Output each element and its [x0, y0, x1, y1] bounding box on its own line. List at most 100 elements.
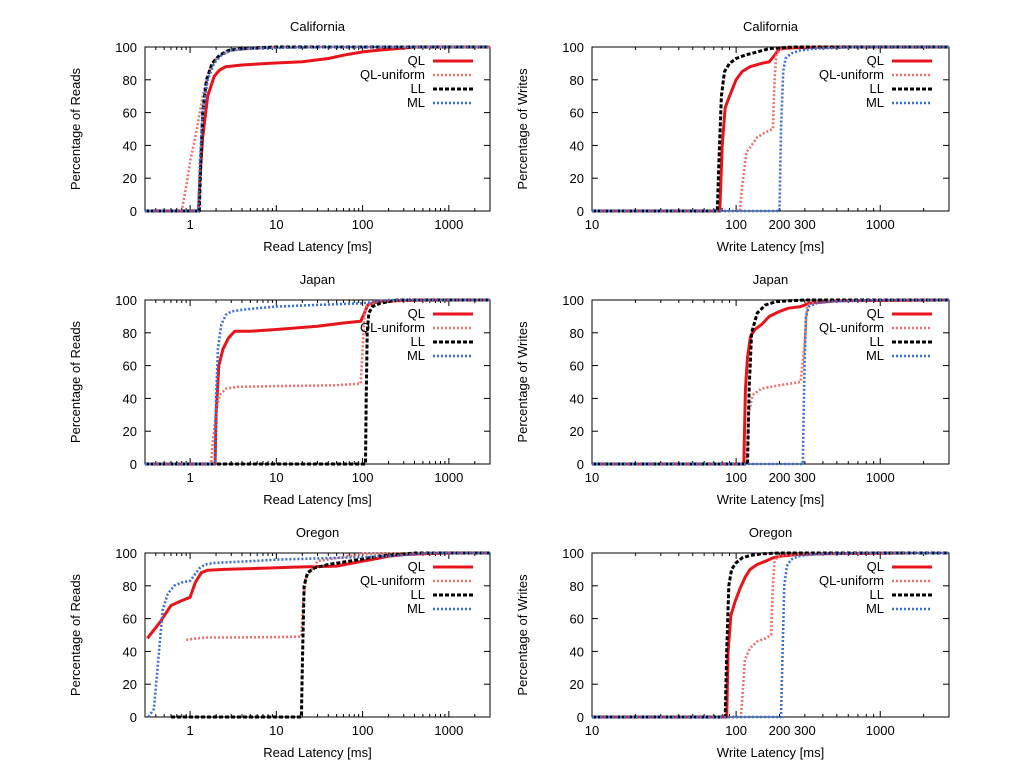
- y-tick-label: 40: [123, 644, 137, 659]
- x-tick-label: 300: [794, 723, 816, 738]
- series-line-ml: [592, 298, 949, 466]
- y-tick-label: 60: [123, 106, 137, 121]
- series-line-ll: [592, 298, 949, 466]
- legend-label: LL: [870, 334, 884, 349]
- y-axis-label: Percentage of Reads: [68, 573, 83, 696]
- series-group: [592, 551, 949, 719]
- legend-label: ML: [866, 95, 884, 110]
- y-tick-label: 20: [570, 424, 584, 439]
- y-tick-label: 40: [570, 391, 584, 406]
- series-line-ml: [592, 45, 949, 213]
- chart-title: Oregon: [296, 525, 339, 540]
- legend-label: QL-uniform: [819, 573, 884, 588]
- y-tick-label: 40: [123, 138, 137, 153]
- y-tick-label: 100: [562, 293, 584, 308]
- y-tick-label: 0: [577, 457, 584, 472]
- y-tick-label: 0: [130, 710, 137, 725]
- x-tick-label: 1000: [434, 470, 463, 485]
- legend-label: LL: [411, 587, 425, 602]
- legend-label: LL: [411, 81, 425, 96]
- legend-label: QL: [408, 559, 425, 574]
- series-group: [145, 298, 490, 466]
- y-tick-label: 80: [123, 73, 137, 88]
- y-axis-label: Percentage of Reads: [68, 67, 83, 190]
- y-tick-label: 40: [570, 644, 584, 659]
- series-line-ql-uniform: [592, 298, 949, 466]
- x-axis-label: Write Latency [ms]: [717, 745, 824, 760]
- legend-label: LL: [870, 587, 884, 602]
- x-axis-label: Write Latency [ms]: [717, 492, 824, 507]
- y-tick-label: 100: [115, 293, 137, 308]
- plot-frame: [144, 299, 491, 465]
- x-tick-label: 1: [186, 217, 193, 232]
- series-line-ml: [145, 298, 490, 466]
- y-tick-label: 80: [570, 326, 584, 341]
- x-tick-label: 1000: [866, 217, 895, 232]
- y-tick-label: 20: [570, 171, 584, 186]
- chart-panel-4: Japan 0 20 40 60 80 100 10 100 200 300 1000 Write La…: [515, 272, 950, 507]
- series-line-ml: [145, 45, 490, 213]
- y-tick-label: 0: [130, 204, 137, 219]
- x-tick-label: 1000: [866, 723, 895, 738]
- y-tick-label: 20: [123, 424, 137, 439]
- x-tick-label: 300: [794, 217, 816, 232]
- y-tick-label: 80: [123, 326, 137, 341]
- x-tick-label: 100: [352, 723, 374, 738]
- x-tick-label: 1: [186, 723, 193, 738]
- chart-panel-1: California 0 20 40 60 80 100 1 10 100 1000 Read Lat…: [68, 19, 491, 254]
- series-group: [145, 45, 490, 213]
- series-group: [592, 298, 949, 466]
- series-line-ql-uniform: [592, 551, 949, 719]
- series-line-ql-uniform: [145, 298, 490, 466]
- series-line-ql-uniform: [592, 45, 949, 213]
- y-tick-label: 20: [123, 677, 137, 692]
- chart-title: California: [743, 19, 799, 34]
- y-tick-label: 20: [123, 171, 137, 186]
- x-axis-label: Read Latency [ms]: [263, 745, 371, 760]
- y-tick-label: 100: [562, 546, 584, 561]
- series-line-ll: [171, 551, 490, 719]
- plot-frame: [591, 46, 950, 212]
- y-tick-label: 60: [570, 106, 584, 121]
- series-line-ll: [145, 298, 490, 466]
- legend-label: QL-uniform: [819, 67, 884, 82]
- y-tick-label: 80: [123, 579, 137, 594]
- x-tick-label: 1: [186, 470, 193, 485]
- legend-label: QL-uniform: [819, 320, 884, 335]
- legend-label: QL-uniform: [360, 320, 425, 335]
- chart-title: Japan: [300, 272, 335, 287]
- legend-label: LL: [870, 81, 884, 96]
- x-tick-label: 10: [585, 470, 599, 485]
- plot-frame: [591, 299, 950, 465]
- y-tick-label: 60: [123, 612, 137, 627]
- chart-title: Japan: [753, 272, 788, 287]
- chart-panel-3: Japan 0 20 40 60 80 100 1 10 100 1000 Read Latency …: [68, 272, 491, 507]
- chart-title: Oregon: [749, 525, 792, 540]
- x-tick-label: 100: [352, 217, 374, 232]
- x-tick-label: 200: [769, 723, 791, 738]
- x-tick-label: 10: [269, 723, 283, 738]
- series-group: [146, 551, 490, 719]
- y-tick-label: 0: [577, 710, 584, 725]
- legend-label: ML: [407, 601, 425, 616]
- legend-label: QL: [867, 53, 884, 68]
- plot-frame: [591, 552, 950, 718]
- y-tick-label: 0: [577, 204, 584, 219]
- y-tick-label: 20: [570, 677, 584, 692]
- y-axis-label: Percentage of Reads: [68, 320, 83, 443]
- chart-panel-6: Oregon 0 20 40 60 80 100 10 100 200 300 1000 Write L…: [515, 525, 950, 760]
- x-tick-label: 100: [725, 470, 747, 485]
- series-group: [592, 45, 949, 213]
- x-tick-label: 200: [769, 217, 791, 232]
- y-axis-label: Percentage of Writes: [515, 321, 530, 443]
- y-tick-label: 0: [130, 457, 137, 472]
- x-tick-label: 10: [585, 723, 599, 738]
- x-tick-label: 100: [725, 723, 747, 738]
- series-line-ml: [592, 551, 949, 719]
- y-tick-label: 100: [562, 40, 584, 55]
- legend-label: QL: [867, 559, 884, 574]
- x-tick-label: 200: [769, 470, 791, 485]
- legend-label: ML: [407, 95, 425, 110]
- y-tick-label: 40: [123, 391, 137, 406]
- y-tick-label: 100: [115, 546, 137, 561]
